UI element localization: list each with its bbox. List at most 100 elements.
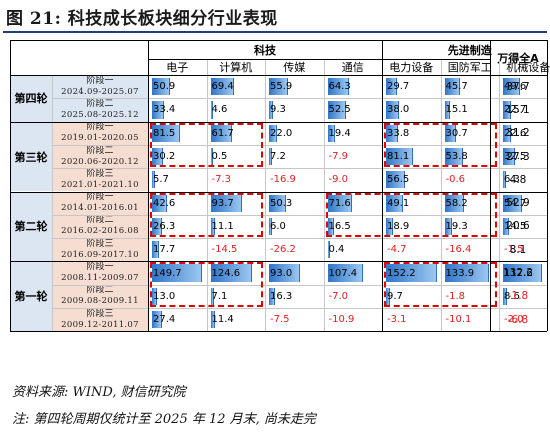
value-cell: -7.9 bbox=[324, 145, 383, 168]
total-value: 52.9 bbox=[506, 197, 530, 210]
value-text: 9.7 bbox=[387, 290, 403, 302]
value-bar bbox=[269, 147, 273, 166]
value-text: 149.7 bbox=[153, 267, 182, 279]
value-cell: 7.1 bbox=[207, 285, 266, 308]
value-bar bbox=[503, 147, 515, 166]
value-text: 4.6 bbox=[211, 104, 228, 116]
value-cell: 9.3 bbox=[265, 98, 324, 121]
value-bar bbox=[210, 78, 235, 96]
value-cell: 0.4 bbox=[324, 238, 383, 261]
value-cell: -7.5 bbox=[265, 308, 324, 331]
value-cell: 149.7 bbox=[148, 261, 207, 284]
highlight-box bbox=[150, 122, 263, 168]
value-cell: -10.1 bbox=[441, 308, 500, 331]
value-text: 7.2 bbox=[270, 151, 286, 163]
value-bar bbox=[444, 147, 464, 166]
value-cell: -7.3 bbox=[207, 168, 266, 191]
table-border bbox=[148, 40, 149, 332]
column-header: 传媒 bbox=[283, 61, 306, 74]
total-value: 37.7 bbox=[506, 80, 530, 93]
group-divider bbox=[382, 40, 383, 332]
value-bar bbox=[152, 147, 163, 166]
column-header: 计算机 bbox=[219, 61, 253, 74]
value-cell: 30.2 bbox=[148, 145, 207, 168]
value-bar bbox=[210, 311, 216, 329]
value-bar bbox=[386, 194, 403, 212]
total-value: 4.8 bbox=[509, 173, 527, 186]
value-cell: 50.3 bbox=[265, 192, 324, 215]
value-text: 6.0 bbox=[270, 220, 286, 232]
value-text: 7.1 bbox=[211, 290, 228, 302]
stage-dates: 2016.09-2017.10 bbox=[61, 249, 139, 260]
value-bar bbox=[152, 101, 164, 119]
value-cell: 13.0 bbox=[148, 285, 207, 308]
stage-dates: 2009.08-2009.11 bbox=[61, 296, 139, 307]
total-value: 132.2 bbox=[502, 267, 534, 280]
stage-label: 阶段三 2016.09-2017.10 bbox=[52, 238, 148, 262]
value-cell: 29.7 bbox=[382, 75, 441, 98]
table-border bbox=[489, 40, 491, 332]
value-bar bbox=[503, 78, 521, 96]
value-text: 27.4 bbox=[153, 314, 176, 326]
value-cell: 61.7 bbox=[207, 122, 266, 145]
value-bar bbox=[210, 101, 213, 119]
header-divider bbox=[148, 59, 490, 60]
value-text: 61.7 bbox=[211, 127, 234, 139]
value-bar bbox=[327, 101, 346, 119]
value-text: -2.0 bbox=[504, 314, 524, 326]
value-cell: 58.2 bbox=[441, 192, 500, 215]
value-cell: 11.1 bbox=[207, 215, 266, 238]
stage-name: 阶段二 bbox=[86, 145, 114, 156]
value-text: 8.6 bbox=[504, 290, 520, 302]
value-text: -16.9 bbox=[270, 174, 296, 186]
stage-name: 阶段一 bbox=[86, 122, 114, 133]
value-bar bbox=[327, 78, 350, 96]
value-text: 38.0 bbox=[387, 104, 410, 116]
value-cell: 4.6 bbox=[207, 98, 266, 121]
stage-dates: 2025.08-2025.12 bbox=[61, 109, 139, 120]
value-text: 54.7 bbox=[504, 197, 527, 209]
value-text: -0.6 bbox=[445, 174, 466, 186]
stage-label: 阶段一 2008.11-2009.07 bbox=[52, 261, 148, 285]
value-cell: 49.6 bbox=[499, 75, 550, 98]
value-cell: -16.9 bbox=[265, 168, 324, 191]
highlight-box bbox=[325, 192, 497, 238]
value-cell: -0.6 bbox=[441, 168, 500, 191]
value-bar bbox=[386, 264, 437, 282]
value-bar bbox=[152, 78, 170, 96]
value-cell: 117.6 bbox=[499, 261, 550, 284]
value-cell: 133.9 bbox=[441, 261, 500, 284]
value-cell: -14.5 bbox=[207, 238, 266, 261]
value-text: -10.1 bbox=[445, 314, 472, 326]
value-bar bbox=[444, 194, 465, 212]
value-text: 6.3 bbox=[504, 174, 520, 186]
value-bar bbox=[152, 287, 158, 305]
value-cell: 19.3 bbox=[441, 215, 500, 238]
column-header: 通信 bbox=[341, 61, 364, 74]
stage-name: 阶段二 bbox=[86, 215, 114, 226]
value-bar bbox=[503, 171, 507, 189]
value-text: 11.4 bbox=[211, 314, 234, 326]
value-cell: 69.4 bbox=[207, 75, 266, 98]
row-divider bbox=[52, 308, 547, 309]
value-text: 30.7 bbox=[445, 127, 468, 139]
stage-dates: 2021.01-2021.10 bbox=[61, 179, 139, 190]
value-text: 11.1 bbox=[211, 220, 234, 232]
value-text: 19.4 bbox=[328, 127, 351, 139]
highlight-box bbox=[150, 192, 263, 238]
value-cell: 17.7 bbox=[148, 238, 207, 261]
value-bar bbox=[152, 217, 162, 236]
total-value: -1.8 bbox=[507, 290, 529, 303]
value-text: -1.8 bbox=[445, 290, 466, 302]
value-cell: 50.9 bbox=[148, 75, 207, 98]
value-bar bbox=[327, 194, 352, 212]
value-cell: 6.0 bbox=[265, 215, 324, 238]
value-cell: 16.5 bbox=[324, 215, 383, 238]
value-text: 117.6 bbox=[504, 267, 533, 279]
value-bar bbox=[210, 194, 243, 212]
stage-name: 阶段三 bbox=[86, 308, 114, 319]
value-bar bbox=[503, 124, 512, 142]
value-cell: 22.0 bbox=[265, 122, 324, 145]
stage-dates: 2020.06-2020.12 bbox=[61, 156, 139, 167]
round-label: 第一轮 bbox=[10, 261, 52, 332]
